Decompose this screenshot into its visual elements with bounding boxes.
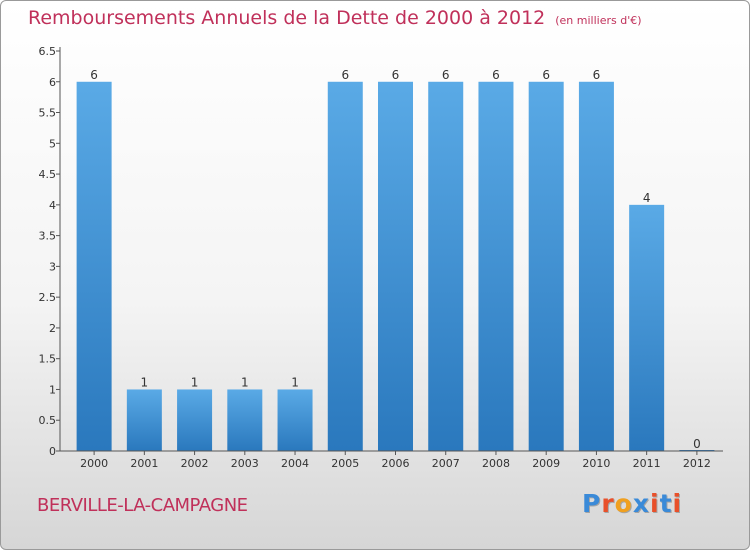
logo-letter: r [601,489,615,518]
chart-title: Remboursements Annuels de la Dette de 20… [28,7,642,29]
data-label: 1 [191,375,199,389]
logo-letter: x [632,489,650,518]
x-tick-label: 2006 [382,457,410,470]
bar-2004 [277,389,313,451]
y-tick-label: 0 [49,445,56,458]
data-label: 4 [643,191,651,205]
x-tick-label: 2000 [80,457,108,470]
y-tick-label: 6.5 [39,45,57,58]
bar-2010 [578,81,614,452]
x-tick-label: 2002 [181,457,209,470]
logo-letter: P [582,489,602,518]
y-tick-label: 3 [49,260,56,273]
data-label: 6 [593,68,601,82]
y-tick-label: 3.5 [39,230,57,243]
proxiti-logo[interactable]: Proxiti [582,489,682,518]
chart-subtitle: (en milliers d'€) [555,14,642,27]
logo-letter: o [614,489,633,518]
y-tick-label: 6 [49,76,56,89]
y-tick-label: 1.5 [39,353,57,366]
data-label: 6 [392,68,400,82]
x-tick-label: 2005 [331,457,359,470]
data-label: 6 [90,68,98,82]
data-label: 6 [542,68,550,82]
logo-letter: i [650,489,660,518]
x-tick-label: 2003 [231,457,259,470]
data-label: 1 [291,375,299,389]
x-tick-label: 2008 [482,457,510,470]
bar-2000 [76,81,112,452]
data-label: 6 [442,68,450,82]
x-tick-label: 2001 [130,457,158,470]
data-label: 6 [492,68,500,82]
bar-2002 [177,389,213,451]
chart-title-text: Remboursements Annuels de la Dette de 20… [28,7,546,29]
bar-2005 [327,81,363,452]
data-label: 1 [241,375,249,389]
y-tick-label: 0.5 [39,414,57,427]
x-tick-label: 2010 [582,457,610,470]
data-label: 6 [341,68,349,82]
y-tick-label: 5 [49,137,56,150]
bar-2011 [629,204,665,451]
data-label: 0 [693,437,701,451]
bars: 6 1 1 1 1 6 6 6 6 6 6 4 0 [76,68,715,452]
bar-2008 [478,81,514,452]
y-tick-label: 2 [49,322,56,335]
bar-2001 [126,389,162,451]
x-tick-label: 2009 [532,457,560,470]
x-tick-label: 2011 [633,457,661,470]
bar-2006 [378,81,413,452]
x-tick-label: 2012 [683,457,711,470]
bar-2009 [528,81,564,452]
y-tick-label: 4 [49,199,56,212]
x-axis: 2000 2001 2002 2003 2004 2005 2006 2007 2008 2009… [60,450,723,470]
y-tick-label: 1 [49,383,56,396]
logo-letter: t [659,489,673,518]
y-tick-label: 5.5 [39,107,57,120]
y-axis: 0 0.5 1 1.5 2 2.5 3 3.5 4 4.5 5 5.5 6 6.5 [39,45,61,458]
commune-name: BERVILLE-LA-CAMPAGNE [37,495,248,516]
logo-letter: i [672,489,683,518]
data-label: 1 [141,375,149,389]
y-tick-label: 4.5 [39,168,57,181]
x-tick-label: 2004 [281,457,309,470]
y-tick-label: 2.5 [39,291,57,304]
bar-2007 [428,81,464,452]
bar-2003 [227,389,263,451]
x-tick-label: 2007 [432,457,460,470]
